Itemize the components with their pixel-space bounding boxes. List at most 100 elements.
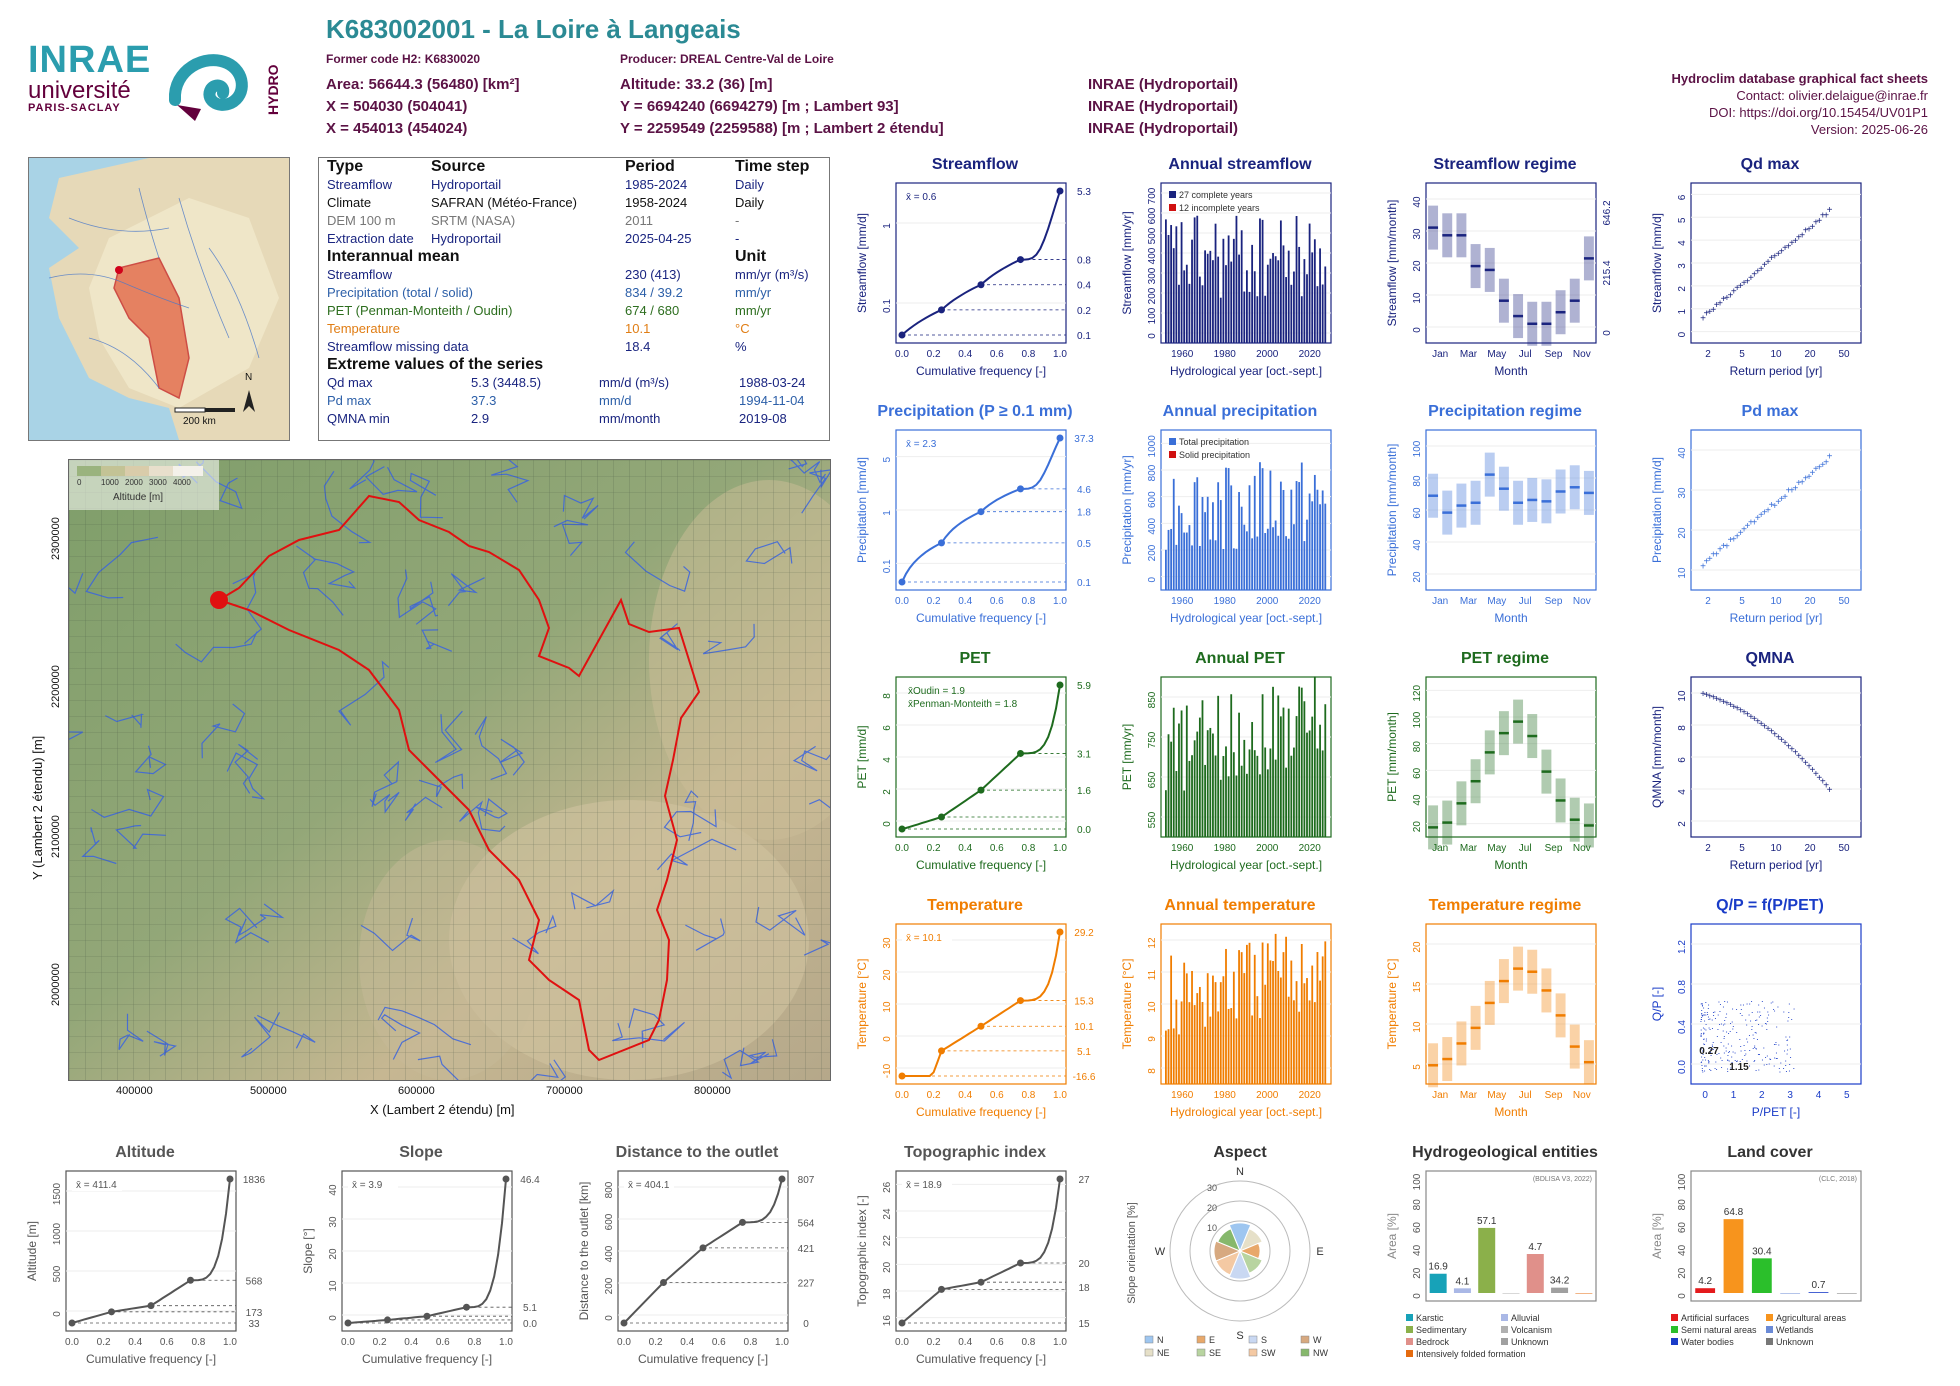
y-tick-label: 20 bbox=[1412, 821, 1423, 833]
data-point: • bbox=[1739, 1059, 1741, 1064]
data-point: • bbox=[1702, 1013, 1704, 1018]
annual-bar bbox=[1206, 496, 1209, 590]
mean-value: 674 / 680 bbox=[625, 303, 680, 318]
legend-swatch bbox=[1501, 1314, 1508, 1321]
data-point: + bbox=[1700, 314, 1706, 325]
annual-bar bbox=[1196, 477, 1199, 590]
bar-value-label: 30.4 bbox=[1752, 1246, 1772, 1257]
y-tick-label: 650 bbox=[1147, 771, 1158, 788]
y-axis-label: Altitude [m] bbox=[25, 1221, 39, 1281]
annual-bar bbox=[1313, 239, 1316, 343]
data-point: • bbox=[1702, 1052, 1704, 1057]
legend-swatch bbox=[1671, 1314, 1678, 1321]
annual-bar bbox=[1230, 1008, 1233, 1084]
aspect-slice bbox=[1213, 1240, 1242, 1262]
data-point: • bbox=[1719, 1009, 1721, 1014]
mean-box bbox=[902, 436, 952, 450]
right-value-label: 37.3 bbox=[1074, 434, 1094, 445]
y-tick-label: 20 bbox=[1412, 941, 1423, 953]
annual-bar bbox=[1240, 230, 1243, 343]
doi-link[interactable]: DOI: https://doi.org/10.15454/UV01P1 bbox=[1709, 105, 1928, 120]
hydro-logo-text: HYDRO bbox=[265, 64, 281, 115]
row-type: Climate bbox=[327, 195, 372, 210]
x-tick-label: 20 bbox=[1804, 843, 1816, 854]
annual-bar bbox=[1266, 264, 1269, 343]
annual-bar bbox=[1274, 933, 1277, 1084]
annual-bar bbox=[1185, 705, 1188, 837]
annual-bar bbox=[1279, 716, 1282, 837]
y-tick-label: 20 bbox=[1677, 527, 1688, 539]
x-lambert93: X = 504030 (504041) bbox=[326, 98, 468, 115]
hydro-logo-icon bbox=[169, 54, 248, 121]
x-tick-label: Jan bbox=[1432, 349, 1448, 360]
data-point: • bbox=[1753, 1046, 1755, 1051]
x-tick-label: 0.2 bbox=[373, 1337, 387, 1348]
db-title: Hydroclim database graphical fact sheets bbox=[1671, 71, 1928, 86]
data-point: • bbox=[1701, 1050, 1703, 1055]
y-tick-label: 10 bbox=[1677, 690, 1688, 702]
mean-label: Streamflow missing data bbox=[327, 339, 469, 354]
data-point: • bbox=[1765, 1055, 1767, 1060]
data-point: + bbox=[1786, 241, 1792, 252]
x-tick-label: 1.0 bbox=[1053, 596, 1067, 607]
legend-entry: 27 complete years bbox=[1179, 190, 1253, 200]
data-point: + bbox=[1721, 697, 1727, 708]
row-source: Hydroportail bbox=[431, 177, 502, 192]
right-value-label: 3.1 bbox=[1077, 749, 1091, 760]
x-axis-label: Return period [yr] bbox=[1730, 611, 1823, 625]
x-tick-label: Mar bbox=[1460, 1090, 1478, 1101]
x-tick-label: 1960 bbox=[1171, 1090, 1194, 1101]
y-tick-label: 700 bbox=[1147, 187, 1158, 204]
catchment-map: 0 1000 2000 3000 4000 Altitude [m] bbox=[68, 459, 831, 1081]
data-point: • bbox=[1713, 1046, 1715, 1051]
data-point: + bbox=[1765, 506, 1771, 517]
data-point: + bbox=[1734, 283, 1740, 294]
annual-bar bbox=[1259, 1018, 1261, 1084]
data-point: + bbox=[1823, 458, 1829, 469]
data-point: • bbox=[1728, 1049, 1730, 1054]
data-point: • bbox=[1703, 1005, 1705, 1010]
annual-bar bbox=[1248, 749, 1251, 837]
x-tick-label: 50 bbox=[1838, 596, 1850, 607]
x-axis-label: Hydrological year [oct.-sept.] bbox=[1170, 1105, 1322, 1119]
right-value-label: 215.4 bbox=[1602, 260, 1613, 285]
source-note: (CLC, 2018) bbox=[1819, 1176, 1857, 1183]
legend-entry: Bedrock bbox=[1416, 1337, 1450, 1347]
extreme-unit: mm/d (m³/s) bbox=[599, 375, 670, 390]
right-value-label: 15.3 bbox=[1074, 997, 1094, 1008]
y-tick-label: 2 bbox=[1677, 821, 1688, 827]
chart-title: Annual temperature bbox=[1164, 897, 1315, 914]
data-point: • bbox=[1706, 1038, 1708, 1043]
y-tick-label: 40 bbox=[1677, 447, 1688, 459]
annual-bar bbox=[1311, 501, 1314, 590]
y-tick-label: 300 bbox=[1147, 267, 1158, 284]
data-point: • bbox=[1732, 1006, 1734, 1011]
y-tick-label: 4 bbox=[882, 757, 893, 763]
row-step: - bbox=[735, 231, 740, 246]
annual-bar bbox=[1238, 254, 1240, 343]
data-point: • bbox=[1703, 1025, 1705, 1030]
legend-swatch bbox=[1144, 1348, 1154, 1357]
y-tick-label: 3 bbox=[1677, 263, 1688, 269]
chart-svg: Temperature Cumulative frequency [-] Tempe… bbox=[855, 897, 1096, 1119]
data-point: • bbox=[1759, 1014, 1761, 1019]
y-lambert2: Y = 2259549 (2259588) [m ; Lambert 2 éte… bbox=[620, 120, 944, 137]
y-tick-label: 0.1 bbox=[882, 299, 893, 313]
annual-bar bbox=[1298, 482, 1301, 590]
data-point: + bbox=[1768, 253, 1774, 264]
data-point: + bbox=[1727, 700, 1733, 711]
chart-title: Streamflow bbox=[932, 156, 1019, 173]
chart-title: Temperature regime bbox=[1429, 897, 1582, 914]
data-point: • bbox=[1700, 1027, 1702, 1032]
data-point: • bbox=[1729, 1058, 1731, 1063]
x-tick-label: 50 bbox=[1838, 843, 1850, 854]
data-point: • bbox=[1729, 1048, 1731, 1053]
x-tick-label: 20 bbox=[1804, 349, 1816, 360]
chart-panel: Slope Cumulative frequency [-] Slope [°] 0 1… bbox=[296, 1143, 546, 1378]
data-point: • bbox=[1764, 1062, 1766, 1067]
x-axis-label: Cumulative frequency [-] bbox=[362, 1352, 492, 1366]
data-point: • bbox=[1708, 1025, 1710, 1030]
annual-bar bbox=[1243, 524, 1246, 590]
legend-entry: x̄Oudin = 1.9 bbox=[908, 686, 965, 697]
data-point: + bbox=[1827, 451, 1833, 462]
